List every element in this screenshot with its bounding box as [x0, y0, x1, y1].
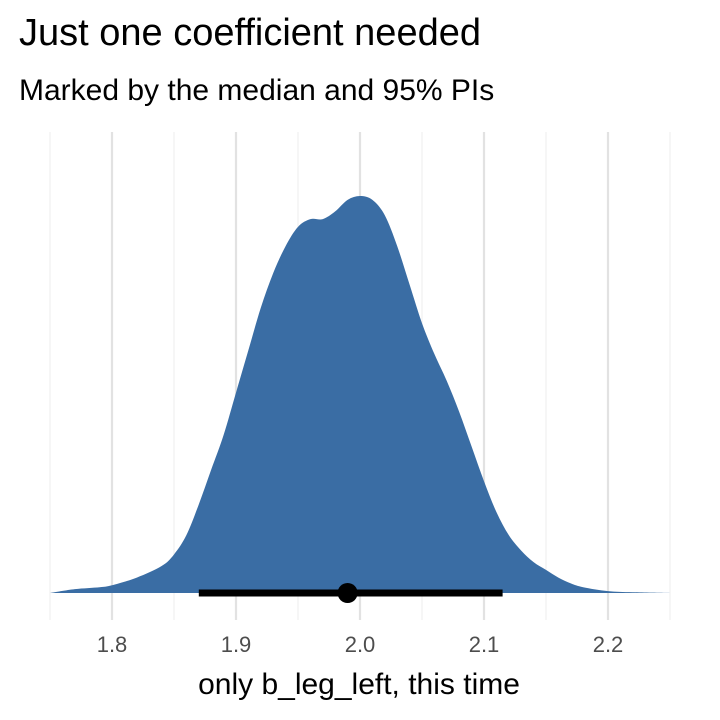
x-tick-label: 2.0	[345, 632, 376, 657]
x-tick-label: 1.9	[221, 632, 252, 657]
x-tick-label: 1.8	[97, 632, 128, 657]
chart-subtitle: Marked by the median and 95% PIs	[19, 74, 495, 107]
x-tick-label: 2.1	[469, 632, 500, 657]
x-tick-label: 2.2	[593, 632, 624, 657]
x-axis-title: only b_leg_left, this time	[198, 668, 520, 701]
density-area	[50, 196, 670, 593]
median-point	[337, 583, 358, 603]
chart-title: Just one coefficient needed	[19, 12, 481, 54]
x-axis-ticks: 1.8 1.9 2.0 2.1 2.2	[97, 632, 624, 657]
